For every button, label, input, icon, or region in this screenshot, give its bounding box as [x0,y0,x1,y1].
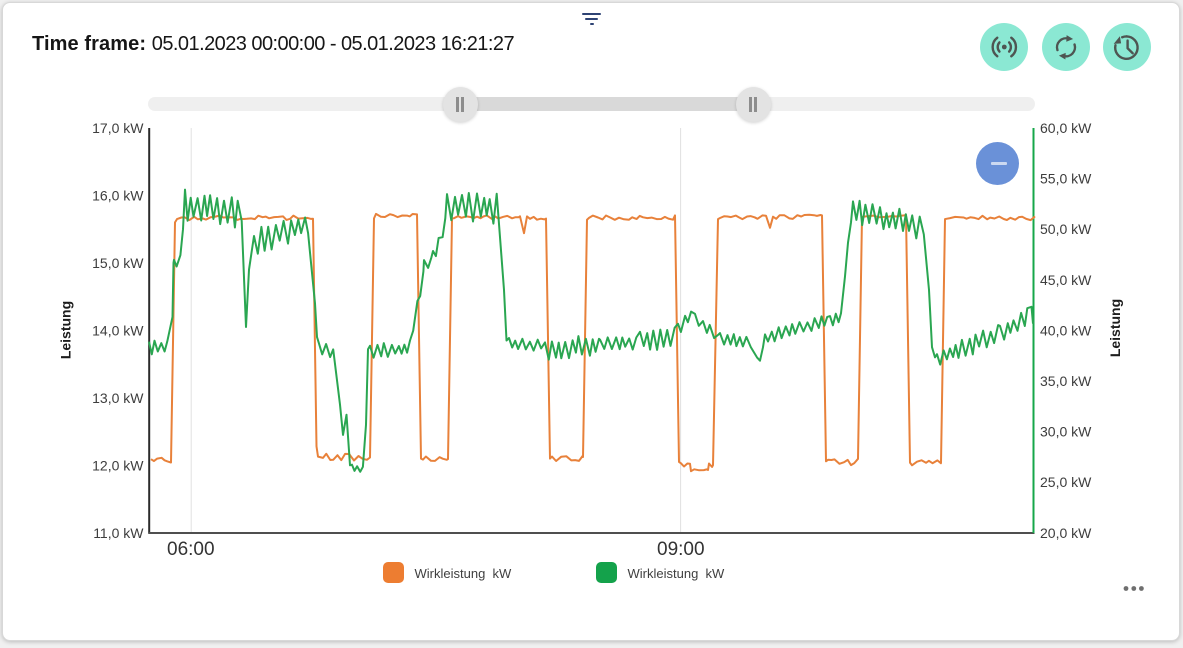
svg-text:11,0 kW: 11,0 kW [93,525,144,541]
svg-text:Leistung: Leistung [1107,299,1123,357]
svg-text:13,0 kW: 13,0 kW [92,390,144,406]
svg-text:14,0 kW: 14,0 kW [92,323,144,339]
svg-text:12,0 kW: 12,0 kW [92,458,144,474]
svg-text:55,0 kW: 55,0 kW [1040,171,1092,187]
svg-text:15,0 kW: 15,0 kW [92,255,144,271]
svg-text:40,0 kW: 40,0 kW [1040,322,1092,338]
svg-text:17,0 kW: 17,0 kW [92,120,144,136]
svg-text:25,0 kW: 25,0 kW [1040,474,1092,490]
svg-text:Leistung: Leistung [57,301,73,359]
svg-text:20,0 kW: 20,0 kW [1040,525,1092,541]
svg-text:16,0 kW: 16,0 kW [92,188,144,204]
svg-text:06:00: 06:00 [167,539,215,560]
svg-text:45,0 kW: 45,0 kW [1040,272,1092,288]
svg-text:30,0 kW: 30,0 kW [1040,424,1092,440]
svg-text:35,0 kW: 35,0 kW [1040,373,1092,389]
svg-text:09:00: 09:00 [657,539,705,560]
svg-text:50,0 kW: 50,0 kW [1040,221,1092,237]
svg-text:60,0 kW: 60,0 kW [1040,120,1092,136]
